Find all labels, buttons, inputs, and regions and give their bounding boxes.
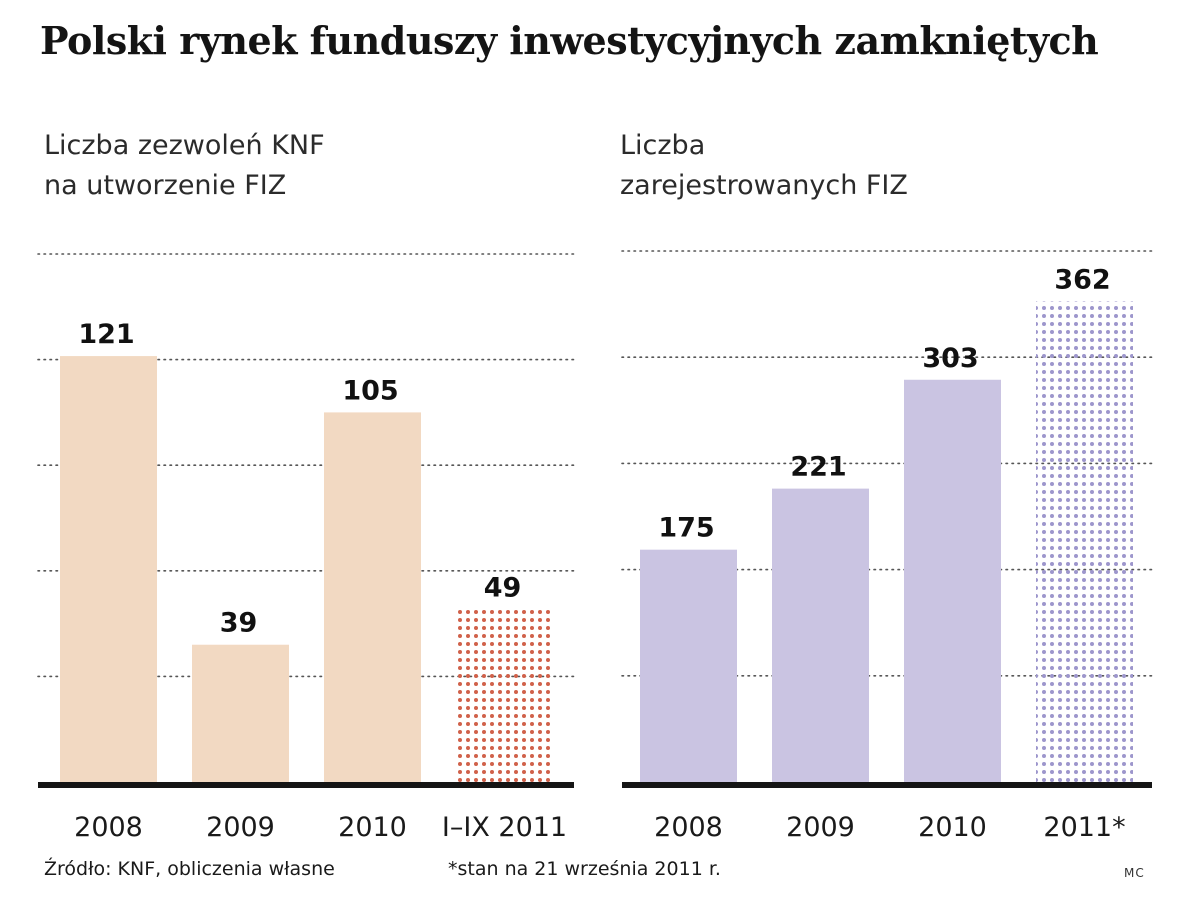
right-value-label-1: 175: [658, 513, 714, 544]
source-note: Źródło: KNF, obliczenia własne: [44, 858, 335, 880]
footnote: *stan na 21 września 2011 r.: [448, 858, 721, 880]
right-bar-4: [1036, 301, 1133, 782]
left-value-label-2: 39: [220, 608, 258, 639]
right-bar-1: [640, 549, 737, 782]
right-category-label-4: 2011*: [1043, 812, 1125, 843]
right-bar-3: [904, 379, 1001, 782]
left-chart-title-line-2: na utworzenie FIZ: [44, 170, 287, 201]
right-value-label-4: 362: [1054, 264, 1110, 295]
right-x-axis: [622, 782, 1152, 788]
right-chart-title-line-1: Liczba: [620, 130, 706, 161]
right-category-label-3: 2010: [918, 812, 987, 843]
left-x-axis: [38, 782, 574, 788]
author-initials: MC: [1124, 866, 1145, 880]
left-value-label-3: 105: [342, 375, 398, 406]
left-bar-4: [456, 609, 553, 782]
right-chart-title-line-2: zarejestrowanych FIZ: [620, 170, 908, 201]
left-category-label-4: I–IX 2011: [442, 812, 567, 843]
left-category-label-3: 2010: [338, 812, 407, 843]
right-category-label-1: 2008: [654, 812, 723, 843]
left-bar-3: [324, 412, 421, 782]
left-bar-1: [60, 356, 157, 782]
left-chart-title: Liczba zezwoleń KNF na utworzenie FIZ: [44, 126, 325, 206]
left-value-label-1: 121: [78, 319, 134, 350]
left-value-label-4: 49: [484, 573, 522, 604]
right-value-label-3: 303: [922, 343, 978, 374]
right-bar-2: [772, 488, 869, 782]
right-chart-title: Liczba zarejestrowanych FIZ: [620, 126, 908, 206]
left-category-label-2: 2009: [206, 812, 275, 843]
right-value-label-2: 221: [790, 452, 846, 483]
right-category-label-2: 2009: [786, 812, 855, 843]
left-chart-title-line-1: Liczba zezwoleń KNF: [44, 130, 325, 161]
left-category-label-1: 2008: [74, 812, 143, 843]
left-bar-2: [192, 644, 289, 782]
chart-main-title: Polski rynek funduszy inwestycyjnych zam…: [40, 18, 1099, 63]
